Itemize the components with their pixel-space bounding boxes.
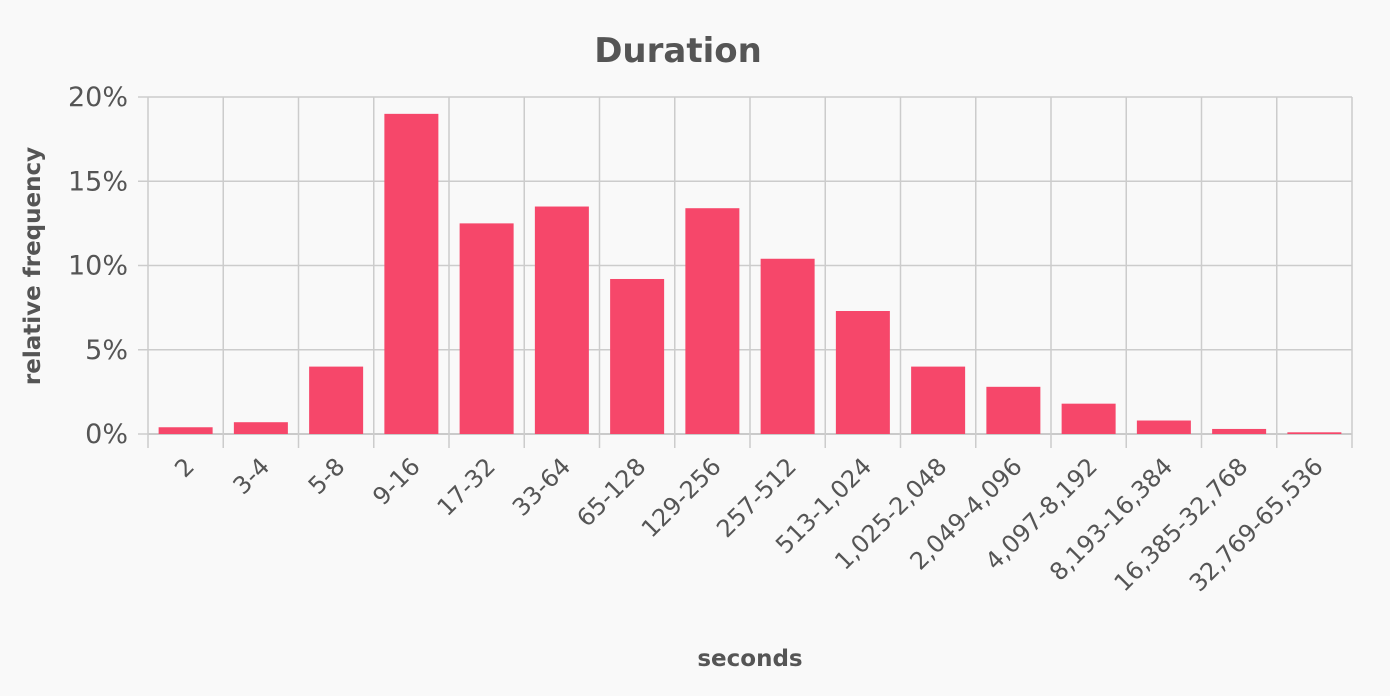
y-tick-label: 20% (68, 82, 128, 113)
bar (1061, 403, 1116, 434)
bar (685, 208, 740, 434)
y-axis-ticks: 0% 5% 10% 15% 20% (68, 82, 128, 450)
y-tick-label: 10% (68, 251, 128, 282)
bar (986, 386, 1041, 434)
bar (384, 113, 439, 434)
bar (534, 206, 589, 434)
grid-lines (138, 96, 1353, 448)
x-tick-label: 9-16 (367, 452, 425, 510)
y-tick-label: 0% (85, 419, 128, 450)
y-tick-label: 15% (68, 166, 128, 197)
x-tick-label: 3-4 (228, 452, 276, 500)
bar (1136, 420, 1191, 434)
x-axis-label: seconds (697, 646, 802, 672)
x-tick-label: 17-32 (432, 452, 501, 521)
bar (158, 427, 213, 434)
bar (1212, 428, 1267, 434)
y-tick-label: 5% (85, 335, 128, 366)
bar (309, 366, 364, 434)
x-tick-label: 2 (169, 452, 200, 483)
bar (760, 258, 815, 434)
x-tick-label: 16,385-32,768 (1109, 452, 1254, 597)
bar (610, 278, 665, 434)
chart-title: Duration (594, 31, 762, 71)
bar (459, 223, 514, 434)
bar (233, 422, 288, 434)
x-tick-label: 129-256 (636, 452, 727, 543)
bars (158, 113, 1342, 434)
bar (911, 366, 966, 434)
x-axis-ticks: 2 3-4 5-8 9-16 17-32 33-6465-128129-256257-51… (169, 452, 1328, 597)
y-axis-label: relative frequency (20, 147, 46, 385)
x-tick-label: 33-64 (507, 452, 576, 521)
bar (835, 310, 890, 434)
x-tick-label: 32,769-65,536 (1184, 452, 1329, 597)
bar (1287, 432, 1342, 434)
x-tick-label: 5-8 (303, 452, 351, 500)
